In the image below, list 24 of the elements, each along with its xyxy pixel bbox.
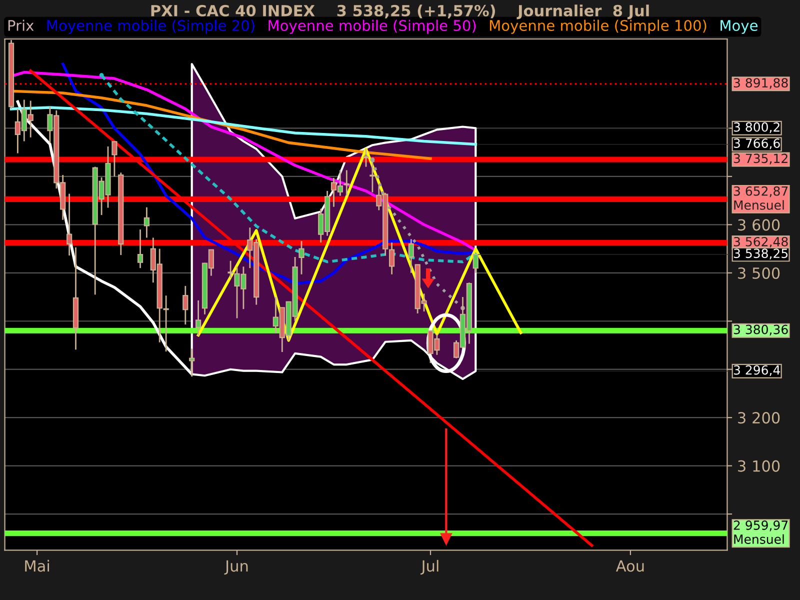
ref-line-label: 3 891,88 [734,78,788,89]
annotation: 3 538,25 [734,248,788,260]
text: Moyenne mobile (Simple 50) [268,20,476,34]
annotation: 3 296,4 [734,365,780,376]
y-tick-label: 3 200 [738,412,780,424]
chart-title: PXI - CAC 40 INDEX 3 538,25 (+1,57%) Journalier 8 Jul [151,4,649,20]
x-tick-label: Mai [25,560,50,572]
ref-line-label: 2 959,97 Mensuel [734,520,788,544]
ref-line-label: 3 735,12 [734,154,788,164]
y-tick-label: 3 600 [738,219,780,231]
x-tick-label: Aou [616,560,644,572]
annotation: 3 800,2 [734,122,780,134]
annotation: 3 766,6 [734,138,780,150]
series-label: Prix [8,20,34,31]
x-tick-label: Jul [420,560,438,575]
text: Moyenne mobile (Simple 20) [47,20,254,34]
x-tick-label: Jun [224,560,248,575]
text: Moye [720,20,758,34]
ref-line-label: 3 380,36 [734,324,788,336]
y-tick-label: 3 500 [738,267,780,279]
text: Moyenne mobile (Simple 100) [490,20,706,34]
y-tick-label: 3 100 [738,460,780,472]
ref-line-label: 3 562,48 [734,236,788,248]
ref-line-label: 3 652,87 Mensuel [734,186,788,210]
